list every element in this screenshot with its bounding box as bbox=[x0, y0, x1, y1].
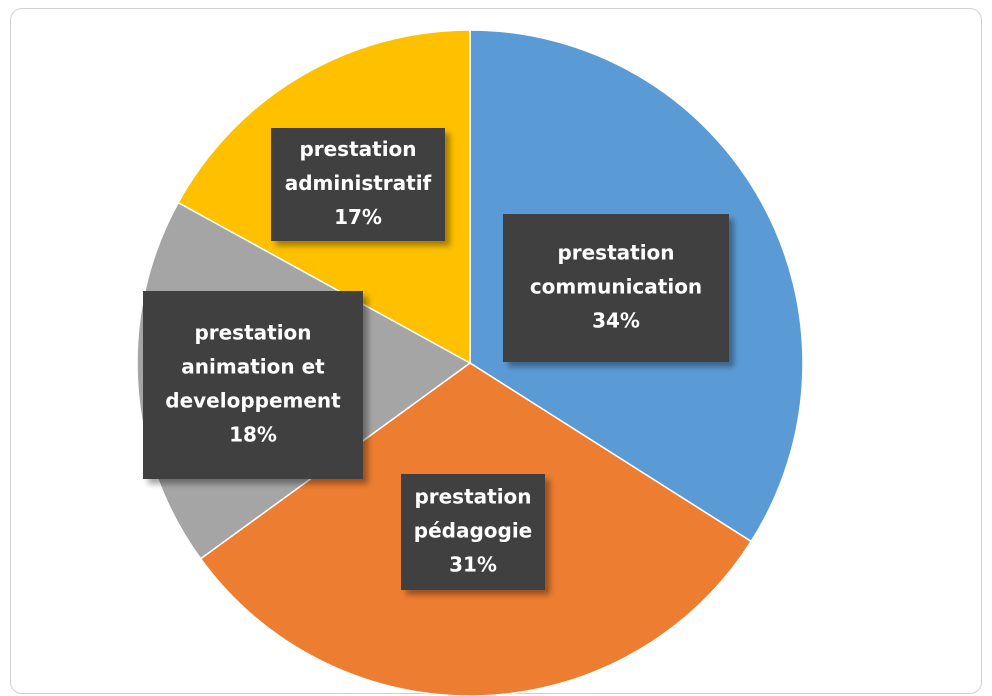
data-label-text: prestation animation et developpement 18% bbox=[165, 321, 341, 447]
data-label-box bbox=[271, 128, 445, 241]
data-label-line: prestation bbox=[414, 485, 531, 509]
data-label-box bbox=[503, 214, 729, 362]
data-label-value: 31% bbox=[449, 553, 497, 577]
data-label-box bbox=[401, 474, 545, 590]
data-label-1: prestation pédagogie 31% bbox=[401, 474, 545, 590]
data-label-value: 18% bbox=[229, 423, 277, 447]
data-label-line: prestation bbox=[557, 241, 674, 265]
data-label-value: 34% bbox=[592, 309, 640, 333]
data-label-line: pédagogie bbox=[414, 519, 533, 543]
data-label-text: prestation communication 34% bbox=[530, 241, 702, 333]
data-label-line: communication bbox=[530, 275, 702, 299]
data-label-line: prestation bbox=[194, 321, 311, 345]
data-label-line: animation et bbox=[181, 355, 325, 379]
data-label-2: prestation animation et developpement 18% bbox=[143, 291, 363, 479]
data-label-value: 17% bbox=[334, 205, 382, 229]
data-label-0: prestation communication 34% bbox=[503, 214, 729, 362]
data-label-line: administratif bbox=[285, 171, 432, 195]
data-label-line: developpement bbox=[165, 389, 341, 413]
data-label-line: prestation bbox=[299, 137, 416, 161]
data-label-text: prestation administratif 17% bbox=[285, 137, 432, 229]
data-label-text: prestation pédagogie 31% bbox=[414, 485, 533, 577]
pie-labels: prestation communication 34% prestation péda… bbox=[143, 128, 729, 590]
data-label-3: prestation administratif 17% bbox=[271, 128, 445, 241]
data-label-box bbox=[143, 291, 363, 479]
